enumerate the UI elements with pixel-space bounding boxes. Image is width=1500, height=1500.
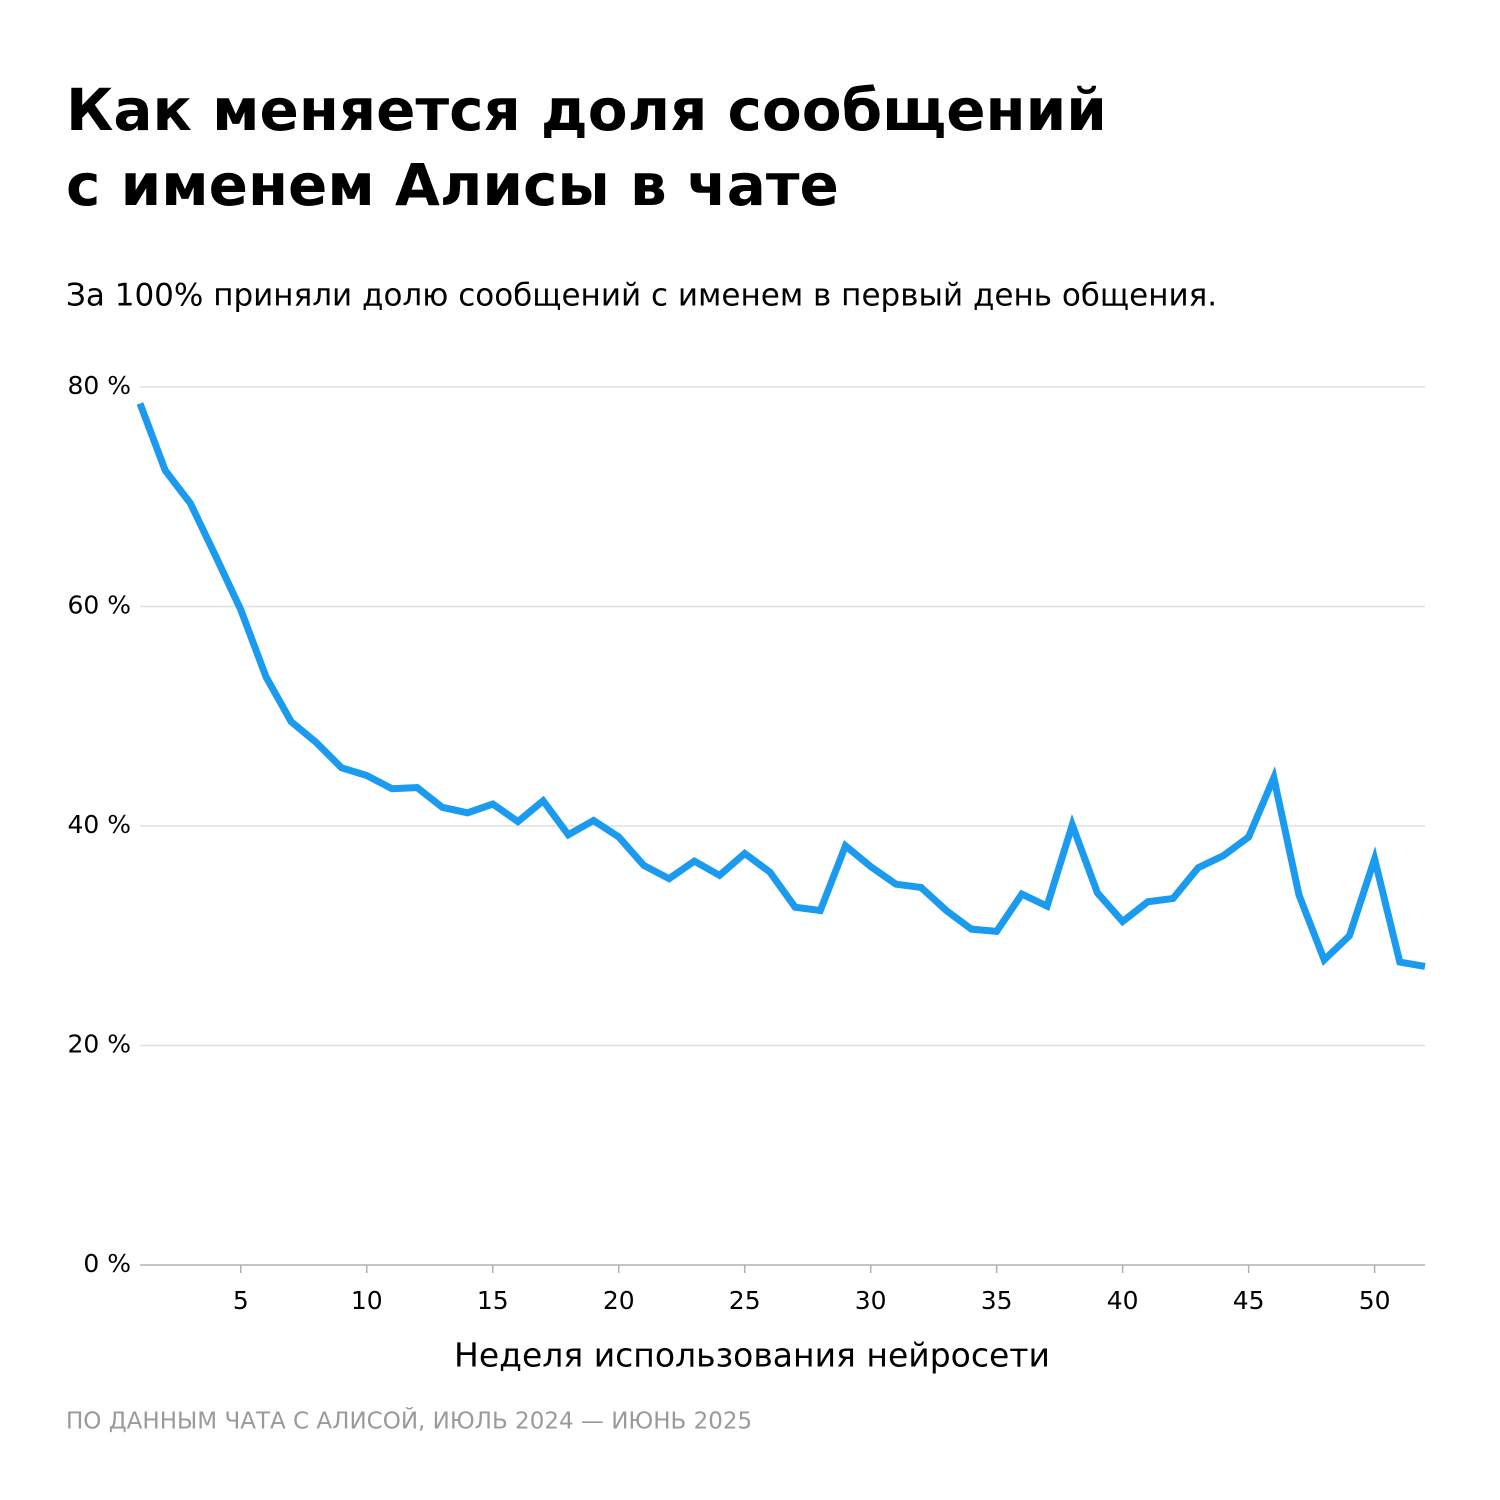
x-tick-label: 20 <box>603 1286 635 1315</box>
y-tick-label: 60 % <box>67 591 131 620</box>
x-tick-label: 35 <box>981 1286 1013 1315</box>
x-tick-label: 25 <box>729 1286 761 1315</box>
chart-subtitle: За 100% приняли долю сообщений с именем … <box>66 278 1217 314</box>
x-tick-label: 10 <box>351 1286 383 1315</box>
y-tick-label: 0 % <box>83 1249 131 1278</box>
x-tick-label: 45 <box>1233 1286 1265 1315</box>
x-tick-label: 50 <box>1359 1286 1391 1315</box>
x-tick-label: 5 <box>233 1286 249 1315</box>
y-tick-label: 20 % <box>67 1030 131 1059</box>
chart-title: Как меняется доля сообщений <box>66 76 1107 144</box>
x-tick-label: 30 <box>855 1286 887 1315</box>
x-tick-label: 40 <box>1107 1286 1139 1315</box>
data-line <box>136 402 1426 970</box>
y-tick-label: 40 % <box>67 810 131 839</box>
chart-title: с именем Алисы в чате <box>66 151 839 219</box>
source-note: ПО ДАННЫМ ЧАТА С АЛИСОЙ, ИЮЛЬ 2024 — ИЮН… <box>66 1407 752 1435</box>
x-tick-label: 15 <box>477 1286 509 1315</box>
x-axis-label: Неделя использования нейросети <box>454 1336 1050 1375</box>
y-tick-label: 80 % <box>67 371 131 400</box>
